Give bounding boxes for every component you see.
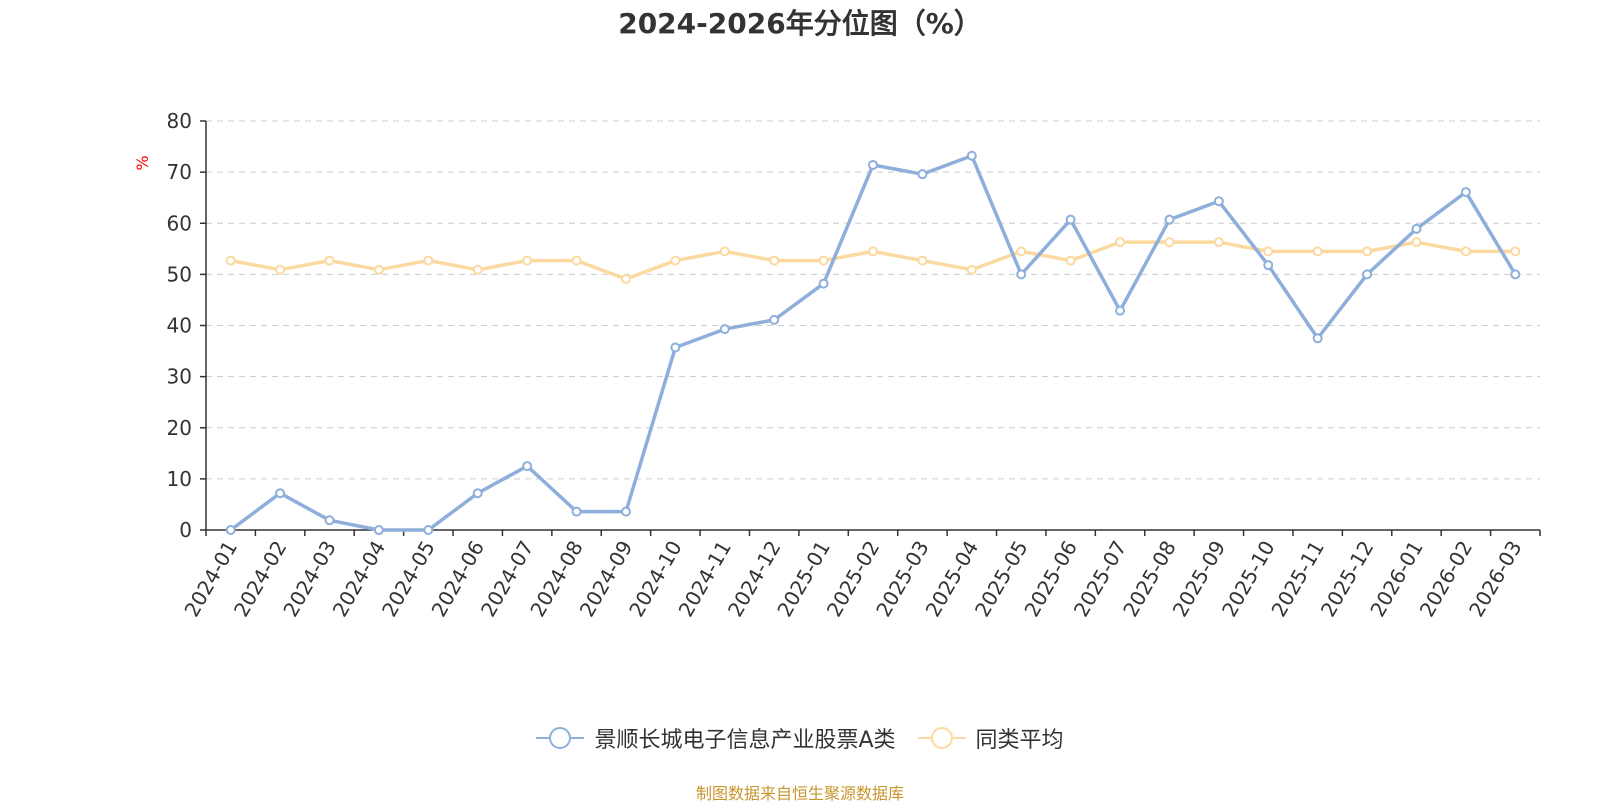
y-tick-label: 80 (167, 109, 192, 133)
data-point-fund (1510, 269, 1521, 280)
data-point-fund (423, 525, 434, 535)
data-point-peer-average (917, 255, 928, 266)
y-tick-label: 60 (167, 211, 192, 235)
y-tick-label: 30 (167, 365, 192, 389)
data-point-fund (818, 278, 829, 289)
data-point-peer-average (1065, 255, 1076, 266)
chart-title: 2024-2026年分位图（%） (618, 7, 982, 40)
data-point-fund (472, 488, 483, 499)
data-point-peer-average (1510, 246, 1521, 257)
data-point-peer-average (373, 264, 384, 275)
series-line-fund (229, 154, 1517, 532)
data-point-fund (1312, 333, 1323, 344)
y-tick-label: 40 (167, 314, 192, 338)
data-point-fund (917, 169, 928, 180)
data-point-peer-average (818, 255, 829, 266)
data-point-peer-average (966, 264, 977, 275)
y-tick-label: 50 (167, 262, 192, 286)
data-point-peer-average (571, 255, 582, 266)
data-point-peer-average (1460, 246, 1471, 257)
data-point-fund (522, 461, 533, 472)
data-point-peer-average (719, 246, 730, 257)
legend: 景顺长城电子信息产业股票A类 同类平均 (0, 722, 1600, 754)
legend-label-fund: 景顺长城电子信息产业股票A类 (594, 728, 896, 753)
data-point-peer-average (620, 273, 631, 284)
data-point-fund (571, 506, 582, 517)
data-point-peer-average (1263, 246, 1274, 257)
data-point-peer-average (1411, 237, 1422, 248)
legend-label-peer-average: 同类平均 (975, 728, 1064, 753)
data-point-peer-average (423, 255, 434, 266)
data-point-peer-average (868, 246, 878, 257)
legend-item-peer-average[interactable]: 同类平均 (917, 722, 1064, 754)
data-point-peer-average (1016, 246, 1027, 257)
data-point-fund (868, 159, 878, 170)
data-point-fund (373, 525, 384, 535)
data-point-fund (324, 515, 335, 526)
data-point-peer-average (769, 255, 780, 266)
y-tick-label: 20 (167, 416, 192, 440)
data-point-fund (620, 506, 631, 517)
y-axis-unit: % (133, 155, 152, 170)
y-tick-label: 0 (179, 518, 192, 542)
data-point-fund (1065, 214, 1076, 225)
data-point-fund (1411, 223, 1422, 234)
data-point-fund (719, 324, 730, 335)
data-point-peer-average (324, 255, 335, 266)
y-tick-label: 10 (167, 467, 192, 491)
data-point-fund (966, 150, 977, 161)
data-point-fund (670, 342, 681, 353)
data-point-fund (1213, 196, 1224, 207)
data-point-peer-average (1164, 237, 1175, 248)
data-point-peer-average (275, 264, 286, 275)
data-point-peer-average (1362, 246, 1373, 257)
legend-item-fund[interactable]: 景顺长城电子信息产业股票A类 (536, 722, 896, 754)
data-point-peer-average (1213, 237, 1224, 248)
data-point-peer-average (522, 255, 533, 266)
data-point-fund (1115, 305, 1126, 316)
data-point-fund (225, 525, 236, 535)
data-point-fund (769, 314, 780, 325)
source-note: 制图数据来自恒生聚源数据库 (695, 784, 904, 803)
data-point-peer-average (1312, 246, 1323, 257)
data-point-fund (1263, 260, 1274, 271)
data-point-fund (1460, 187, 1471, 198)
data-point-peer-average (225, 255, 236, 266)
y-tick-label: 70 (167, 160, 192, 184)
data-point-peer-average (670, 255, 681, 266)
data-point-fund (1016, 269, 1027, 280)
data-point-peer-average (1115, 237, 1126, 248)
legend-marker-fund (536, 727, 585, 749)
data-point-fund (275, 488, 286, 499)
data-point-fund (1164, 214, 1175, 225)
data-point-fund (1362, 269, 1373, 280)
legend-marker-peer-average (917, 727, 966, 749)
data-point-peer-average (472, 264, 483, 275)
